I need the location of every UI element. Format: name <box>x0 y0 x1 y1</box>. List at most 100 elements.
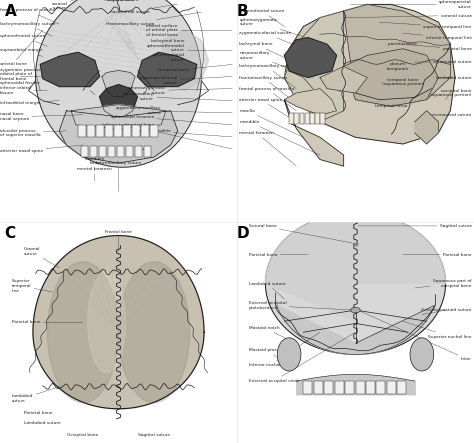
Text: External occipital crest: External occipital crest <box>249 332 356 383</box>
Text: Inion: Inion <box>358 310 472 361</box>
Text: occipital bone
(squamous portion): occipital bone (squamous portion) <box>429 89 472 100</box>
Text: lachrymol bone
sphenoethmoidal
suture
sphenopalatial
suture: lachrymol bone sphenoethmoidal suture sp… <box>147 39 232 62</box>
Text: Mastoid notch: Mastoid notch <box>249 326 296 343</box>
Text: zygomatic
bone: zygomatic bone <box>332 84 355 93</box>
Polygon shape <box>356 213 446 284</box>
Text: sphenofrontal suture: sphenofrontal suture <box>0 34 47 47</box>
Text: Parietal bone: Parietal bone <box>12 320 83 324</box>
Text: nasomaxillary
suture: nasomaxillary suture <box>239 51 313 78</box>
Polygon shape <box>284 100 344 166</box>
Polygon shape <box>265 213 356 321</box>
Text: Squamous part of
occipital bone: Squamous part of occipital bone <box>415 279 472 288</box>
Bar <box>132 125 140 137</box>
Bar <box>345 381 354 394</box>
Bar <box>108 146 115 157</box>
Text: mental foramen: mental foramen <box>77 167 112 181</box>
Bar <box>150 125 158 137</box>
Bar <box>305 113 310 124</box>
Bar <box>376 381 385 394</box>
Text: inferior orbital
fissure: inferior orbital fissure <box>0 86 47 95</box>
Bar <box>335 381 344 394</box>
Text: Mastoid process: Mastoid process <box>249 348 289 365</box>
Bar <box>366 381 375 394</box>
Text: Parietal bone: Parietal bone <box>24 411 52 415</box>
Polygon shape <box>284 38 337 78</box>
Polygon shape <box>284 4 455 144</box>
Text: Lambdoid suture: Lambdoid suture <box>249 281 286 299</box>
Text: Occipital bone: Occipital bone <box>67 433 99 437</box>
Polygon shape <box>47 262 118 403</box>
Text: parietomastoid suture: parietomastoid suture <box>423 113 472 122</box>
Bar <box>123 125 131 137</box>
Bar <box>397 381 406 394</box>
Bar <box>78 125 86 137</box>
Text: intermaxillary suture: intermaxillary suture <box>96 161 141 191</box>
Text: mandible: mandible <box>239 120 320 155</box>
Bar <box>289 113 294 124</box>
Polygon shape <box>88 272 126 373</box>
Text: infraorbital margin: infraorbital margin <box>0 101 59 105</box>
Polygon shape <box>320 66 367 93</box>
Polygon shape <box>265 213 446 354</box>
Text: temporal bone: temporal bone <box>158 64 232 73</box>
Polygon shape <box>284 89 337 115</box>
Text: Superior nuchal line: Superior nuchal line <box>403 321 472 339</box>
Text: sphenofrontal suture: sphenofrontal suture <box>239 9 285 27</box>
Text: Sagittal suture: Sagittal suture <box>138 433 170 437</box>
Bar <box>144 146 151 157</box>
Text: coronal
suture: coronal suture <box>51 0 83 10</box>
Text: parietal bone: parietal bone <box>0 30 43 66</box>
Text: Superior
temporal
line: Superior temporal line <box>12 280 52 292</box>
Text: sphenozygomatic
suture: sphenozygomatic suture <box>128 86 232 95</box>
Bar <box>81 146 88 157</box>
Text: ramus of mandible: ramus of mandible <box>130 129 232 137</box>
Polygon shape <box>71 105 166 129</box>
Polygon shape <box>59 111 178 163</box>
Polygon shape <box>40 52 100 86</box>
Text: lachrymol bone: lachrymol bone <box>239 42 303 66</box>
Text: temporal fossa: temporal fossa <box>375 104 407 109</box>
Text: nasal bone
nasal septum: nasal bone nasal septum <box>0 113 83 121</box>
Text: lachrymomaxillary suture: lachrymomaxillary suture <box>0 22 55 36</box>
Text: nasofrontal suture: nasofrontal suture <box>110 4 178 14</box>
Text: Inferior nuchal line: Inferior nuchal line <box>249 332 320 368</box>
Text: frontal process of maxilla: frontal process of maxilla <box>0 8 59 24</box>
Text: parietal bone: parietal bone <box>403 44 472 51</box>
Text: alveolar process
of superior maxilla: alveolar process of superior maxilla <box>0 128 66 137</box>
Ellipse shape <box>410 338 434 371</box>
Text: frontal process of maxilla: frontal process of maxilla <box>239 86 296 111</box>
Text: Coronal
suture: Coronal suture <box>24 247 59 268</box>
Text: mental foramen: mental foramen <box>239 131 296 166</box>
Text: Parietal bone: Parietal bone <box>249 253 308 257</box>
Bar <box>90 146 97 157</box>
Polygon shape <box>33 236 204 409</box>
Text: supraorbital margin: supraorbital margin <box>0 48 43 56</box>
Text: zygomatic process
orbital plate of
frontal bone
sphenoidal fissure: zygomatic process orbital plate of front… <box>0 68 43 85</box>
Text: sphenoidal foramen: sphenoidal foramen <box>110 115 232 125</box>
Text: anterior nasal spine: anterior nasal spine <box>239 97 296 122</box>
Bar <box>114 125 122 137</box>
Polygon shape <box>415 111 438 144</box>
Polygon shape <box>100 85 137 117</box>
Polygon shape <box>344 49 438 106</box>
Text: maxilla: maxilla <box>239 109 303 137</box>
Text: Occipitomastoid suture: Occipitomastoid suture <box>421 308 472 315</box>
Text: Lambdoid
suture: Lambdoid suture <box>12 387 59 403</box>
Text: lachrymomaxillary suture: lachrymomaxillary suture <box>239 64 296 89</box>
Ellipse shape <box>277 338 301 371</box>
Bar <box>135 146 142 157</box>
Bar <box>96 125 104 137</box>
Text: Parietal bone: Parietal bone <box>403 253 472 257</box>
Text: Lambdoid suture: Lambdoid suture <box>24 421 61 425</box>
Text: zygomaticofacial suture: zygomaticofacial suture <box>239 31 320 55</box>
Text: inferior temporal line: inferior temporal line <box>403 33 472 40</box>
Text: sphenoparietal
suture: sphenoparietal suture <box>351 0 472 9</box>
Polygon shape <box>161 30 209 91</box>
Text: frontal bone
vertical plate: frontal bone vertical plate <box>294 40 322 49</box>
Text: Frontal bone: Frontal bone <box>105 229 132 252</box>
Bar <box>141 125 149 137</box>
Text: frontomaxillary suture: frontomaxillary suture <box>239 75 292 100</box>
Bar <box>303 381 312 394</box>
Ellipse shape <box>351 307 360 313</box>
Bar <box>314 381 323 394</box>
